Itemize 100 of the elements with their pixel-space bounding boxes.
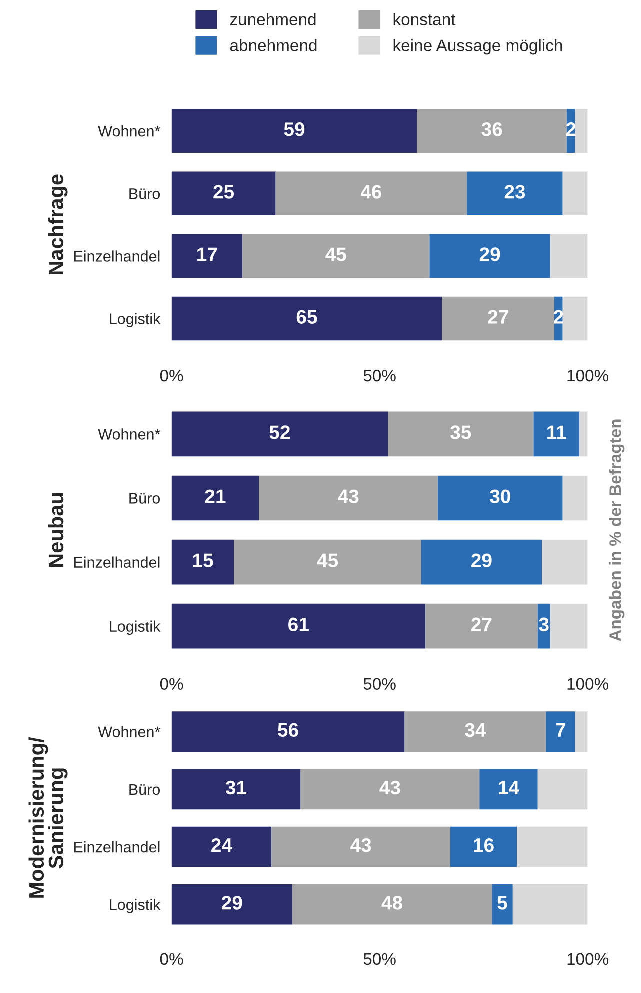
data-label: 36 <box>482 122 502 136</box>
bar <box>259 476 438 521</box>
data-label: 16 <box>474 838 494 852</box>
data-label: 29 <box>222 896 242 910</box>
bar <box>450 826 518 868</box>
data-label: 43 <box>350 838 372 852</box>
x-tick-label: 100% <box>568 370 609 382</box>
data-label: 52 <box>270 426 290 440</box>
y-axis-title: Nachfrage <box>48 174 68 274</box>
data-label: 45 <box>317 554 338 568</box>
bar <box>404 712 546 752</box>
bar <box>172 109 418 153</box>
bar <box>480 769 538 810</box>
y-tick-label: Einzelhandel <box>74 250 160 262</box>
bar <box>172 412 388 457</box>
bar <box>234 540 422 585</box>
legend-label: keine Aussage möglich <box>394 39 562 55</box>
legend-label: zunehmend <box>230 13 316 26</box>
bar <box>492 884 513 925</box>
data-label: 61 <box>288 618 309 632</box>
x-tick-label: 100% <box>568 678 609 690</box>
bar <box>172 769 301 810</box>
bar <box>172 604 426 649</box>
data-label: 5 <box>498 896 508 910</box>
bar <box>172 540 234 585</box>
legend-label: konstant <box>394 13 456 26</box>
bar <box>575 109 588 153</box>
data-label: 21 <box>205 490 226 504</box>
data-label: 3 <box>539 618 549 632</box>
x-tick-label: 50% <box>364 370 396 382</box>
data-label: 15 <box>193 554 214 568</box>
data-label: 27 <box>488 310 508 324</box>
data-label: 11 <box>548 426 566 440</box>
y-tick-label: Einzelhandel <box>74 556 160 568</box>
bar <box>534 412 580 457</box>
bar <box>242 234 430 278</box>
bar <box>172 712 405 752</box>
bar <box>172 234 243 278</box>
y-tick-label: Büro <box>130 493 160 504</box>
x-tick-label: 50% <box>364 678 396 690</box>
data-label: 56 <box>278 723 298 738</box>
bar <box>172 476 260 521</box>
y-tick-label: Wohnen* <box>98 126 160 137</box>
bar <box>272 826 451 868</box>
text: Angaben in % der Befragten <box>609 420 625 642</box>
y-tick-label: Logistik <box>110 620 161 636</box>
bar <box>562 172 588 216</box>
bar <box>426 604 538 649</box>
x-tick-label: 50% <box>364 953 396 966</box>
data-label: 46 <box>360 185 382 199</box>
data-label: 59 <box>284 122 305 136</box>
y-tick-label: Büro <box>130 188 160 200</box>
data-label: 43 <box>380 780 400 795</box>
bar <box>538 769 588 810</box>
y-axis-title: Neubau <box>48 493 64 568</box>
data-label: 65 <box>296 310 318 324</box>
bar <box>172 884 292 925</box>
bar <box>172 826 272 868</box>
data-label: 29 <box>472 554 492 568</box>
y-tick-label: Wohnen* <box>98 726 160 738</box>
bar <box>550 234 588 278</box>
bar <box>421 540 542 585</box>
data-label: 29 <box>480 248 500 262</box>
y-tick-label: Logistik <box>110 313 161 328</box>
data-label: 43 <box>338 490 359 504</box>
legend-label: abnehmend <box>230 39 317 52</box>
bar <box>276 172 468 216</box>
data-label: 23 <box>504 185 526 199</box>
bar <box>575 712 588 752</box>
bar <box>417 109 567 153</box>
data-label: 27 <box>472 618 492 632</box>
bar <box>550 604 588 649</box>
bar <box>438 476 563 521</box>
y-axis-title: Modernisierung/ Sanierung <box>28 737 68 898</box>
y-tick-label: Büro <box>130 784 160 796</box>
bar <box>517 826 588 868</box>
data-label: 24 <box>212 838 232 852</box>
bar <box>562 476 588 521</box>
bar <box>442 296 555 341</box>
bar <box>292 884 492 925</box>
bar <box>562 296 588 341</box>
bar <box>579 412 588 457</box>
data-label: 34 <box>465 723 486 738</box>
data-label: 48 <box>382 896 402 910</box>
bar <box>300 769 480 810</box>
bar <box>430 234 550 278</box>
bar <box>546 712 576 752</box>
data-label: 7 <box>556 723 566 737</box>
x-tick-label: 100% <box>568 953 609 966</box>
y-tick-label: Wohnen* <box>98 428 160 440</box>
bar <box>467 172 563 216</box>
y-tick-label: Logistik <box>110 899 161 914</box>
data-label: 35 <box>450 426 472 440</box>
bar <box>172 172 276 216</box>
data-label: 45 <box>326 248 346 262</box>
data-label: 30 <box>490 490 510 504</box>
bar <box>388 412 534 457</box>
bar <box>512 884 588 925</box>
x-tick-label: 0% <box>160 953 184 966</box>
data-label: 14 <box>499 781 520 794</box>
